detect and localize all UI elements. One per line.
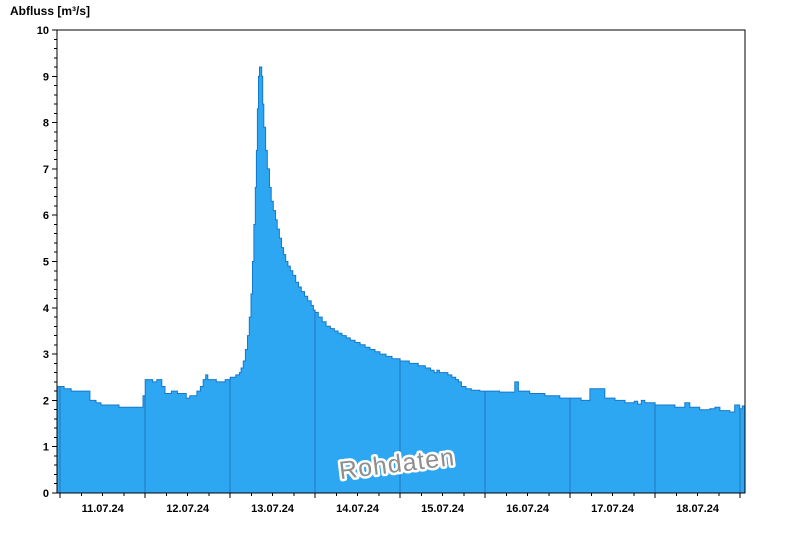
y-tick-label: 10 bbox=[37, 25, 49, 37]
discharge-area-series bbox=[57, 67, 745, 493]
y-tick-label: 9 bbox=[43, 71, 49, 83]
x-tick-label: 12.07.24 bbox=[166, 503, 210, 515]
x-tick-label: 13.07.24 bbox=[251, 503, 295, 515]
y-tick-label: 6 bbox=[43, 210, 49, 222]
series-outline bbox=[57, 66, 745, 413]
x-tick-label: 11.07.24 bbox=[82, 503, 125, 515]
y-tick-label: 2 bbox=[43, 395, 49, 407]
x-tick-label: 15.07.24 bbox=[421, 503, 465, 515]
x-tick-label: 14.07.24 bbox=[336, 503, 380, 515]
chart-title: Abfluss [m³/s] bbox=[10, 4, 90, 18]
y-tick-label: 4 bbox=[43, 303, 50, 315]
y-tick-label: 3 bbox=[43, 349, 49, 361]
x-tick-label: 17.07.24 bbox=[591, 503, 635, 515]
y-tick-label: 8 bbox=[43, 118, 49, 130]
y-tick-label: 5 bbox=[43, 257, 49, 269]
y-tick-label: 1 bbox=[43, 442, 49, 454]
x-tick-label: 18.07.24 bbox=[676, 503, 720, 515]
y-tick-label: 7 bbox=[43, 164, 49, 176]
y-tick-label: 0 bbox=[43, 488, 49, 500]
x-tick-label: 16.07.24 bbox=[506, 503, 550, 515]
